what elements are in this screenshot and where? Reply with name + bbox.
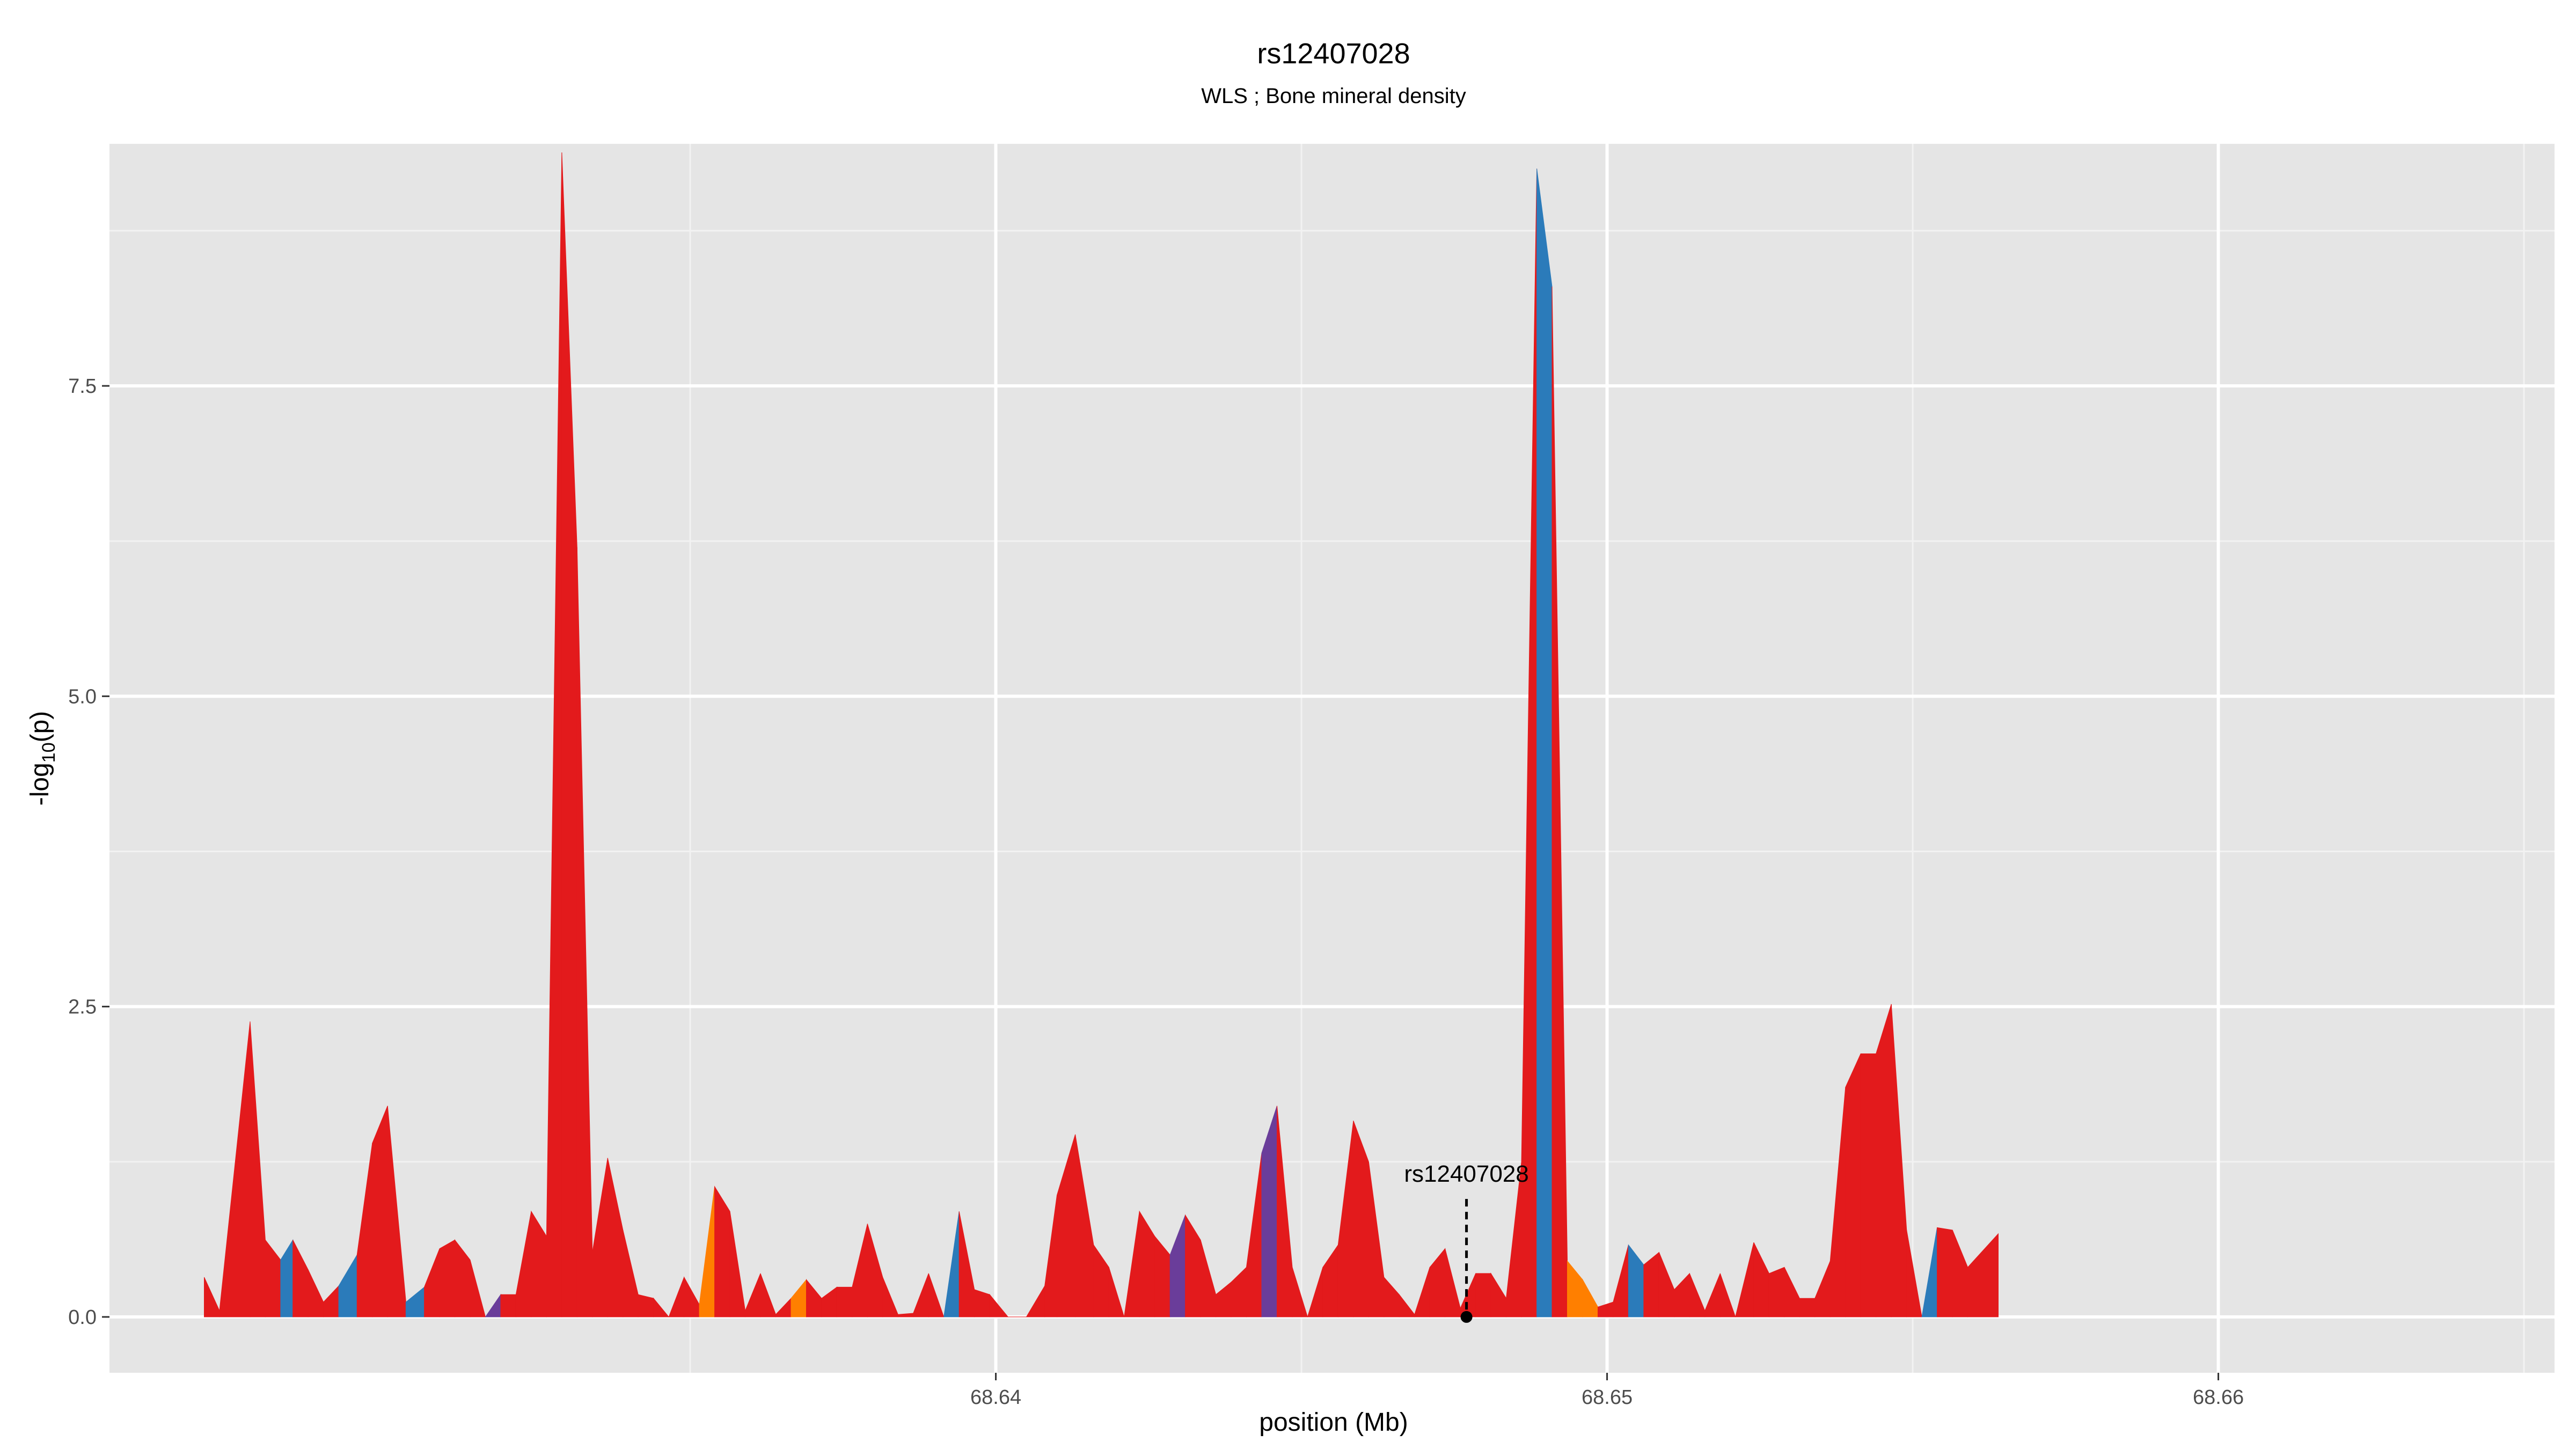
- minor-gridlines: [109, 144, 2555, 1373]
- area-segment-86: [1536, 169, 1553, 1318]
- area-segment-110: [1906, 1230, 1922, 1318]
- area-series: [204, 152, 1999, 1318]
- y-axis-title-main: -log: [26, 763, 54, 806]
- area-segment-112: [1937, 1227, 1953, 1318]
- area-segment-15: [439, 1239, 455, 1318]
- y-axis: 0.0 2.5 5.0 7.5: [68, 375, 109, 1329]
- area-segment-41: [836, 1286, 853, 1318]
- x-tick-label-1: 68.65: [1582, 1386, 1633, 1409]
- area-segment-103: [1799, 1298, 1816, 1318]
- area-segment-82: [1475, 1273, 1491, 1318]
- area-segment-108: [1876, 1004, 1892, 1318]
- y-tick-label-2: 5.0: [68, 685, 97, 708]
- area-segment-11: [372, 1106, 388, 1318]
- annotation-label: rs12407028: [1404, 1161, 1528, 1187]
- x-axis-title: position (Mb): [1259, 1408, 1408, 1437]
- y-tick-label-0: 0.0: [68, 1306, 97, 1329]
- chart-title: rs12407028: [1257, 38, 1410, 70]
- x-tick-label-2: 68.66: [2193, 1386, 2244, 1409]
- y-tick-label-3: 7.5: [68, 375, 97, 398]
- plot-panel: [109, 144, 2555, 1373]
- area-segment-47: [928, 1273, 945, 1318]
- x-axis: 68.64 68.65 68.66: [970, 1373, 2244, 1409]
- area-segment-114: [1967, 1233, 1999, 1318]
- area-segment-19: [500, 1294, 516, 1318]
- area-segment-70: [1292, 1267, 1308, 1318]
- chart-subtitle: WLS ; Bone mineral density: [1201, 84, 1466, 108]
- area-segment-107: [1860, 1053, 1877, 1318]
- area-segment-29: [653, 1297, 670, 1318]
- y-axis-title-tail: (p): [26, 711, 54, 743]
- y-tick-label-1: 2.5: [68, 996, 97, 1019]
- area-segment-106: [1845, 1053, 1861, 1318]
- annotation-point: [1460, 1311, 1473, 1323]
- area-segment-28: [638, 1294, 654, 1318]
- y-axis-title-subscript: 10: [39, 742, 59, 763]
- area-segment-101: [1768, 1267, 1785, 1318]
- y-axis-title: -log10(p): [26, 711, 59, 806]
- annotation-group: rs12407028: [1404, 1161, 1529, 1323]
- x-tick-label-0: 68.64: [970, 1386, 1021, 1409]
- area-segment-98: [1719, 1273, 1736, 1318]
- area-segment-17: [470, 1260, 486, 1318]
- area-segment-50: [974, 1289, 990, 1318]
- area-segment-51: [989, 1293, 1009, 1318]
- area-segment-58: [1108, 1267, 1125, 1318]
